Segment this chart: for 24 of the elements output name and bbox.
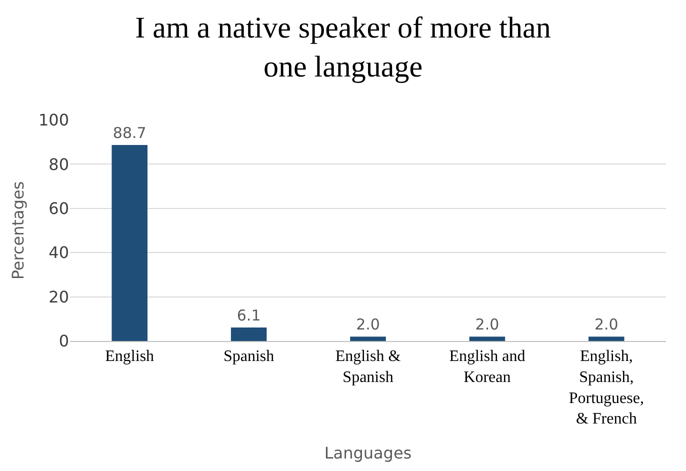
x-tick-label: English: [105, 348, 154, 366]
bar: [588, 336, 624, 341]
x-tick-label: English & Spanish: [335, 348, 402, 386]
y-tick-label: 100: [38, 110, 69, 130]
x-axis-title: Languages: [324, 443, 412, 462]
y-tick-label: 40: [48, 243, 69, 262]
y-axis-title: Percentages: [8, 181, 28, 280]
bar: [350, 336, 386, 341]
bar: [112, 144, 148, 341]
data-label: 2.0: [356, 316, 380, 334]
data-label: 2.0: [594, 316, 618, 334]
y-tick-label: 80: [48, 154, 69, 174]
data-label: 2.0: [475, 316, 500, 334]
y-tick-label: 60: [48, 199, 69, 218]
data-label: 88.7: [112, 124, 146, 142]
y-tick-label: 0: [58, 332, 69, 351]
chart-title: I am a native speaker of more than one language: [135, 12, 551, 84]
x-tick-label: English, Spanish, Portuguese, & French: [568, 348, 644, 428]
bar: [469, 336, 506, 341]
x-tick-label: Spanish: [223, 348, 274, 366]
bar: [230, 328, 267, 341]
y-tick-label: 20: [48, 287, 69, 306]
data-label: 6.1: [236, 306, 261, 325]
x-tick-label: English and Korean: [449, 348, 526, 386]
